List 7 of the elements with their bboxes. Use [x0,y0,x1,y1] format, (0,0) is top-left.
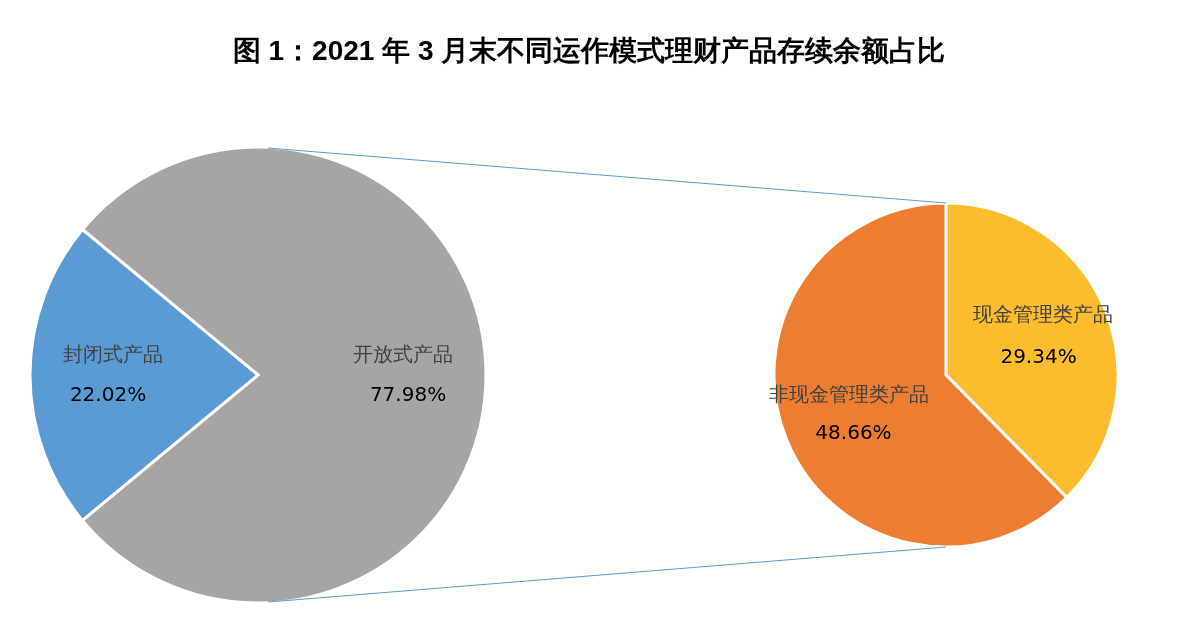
data-label: 48.66% [815,419,892,444]
text: 图 1：2021 年 3 月末不同运作模式理财产品存续余额占比 [231,34,947,68]
slice-label: 开放式产品 [353,342,453,367]
data-label: 29.34% [1000,344,1077,369]
data-label: 77.98% [369,382,447,407]
data-label: 22.02% [69,381,147,406]
slice-label: 封闭式产品 [63,341,163,366]
